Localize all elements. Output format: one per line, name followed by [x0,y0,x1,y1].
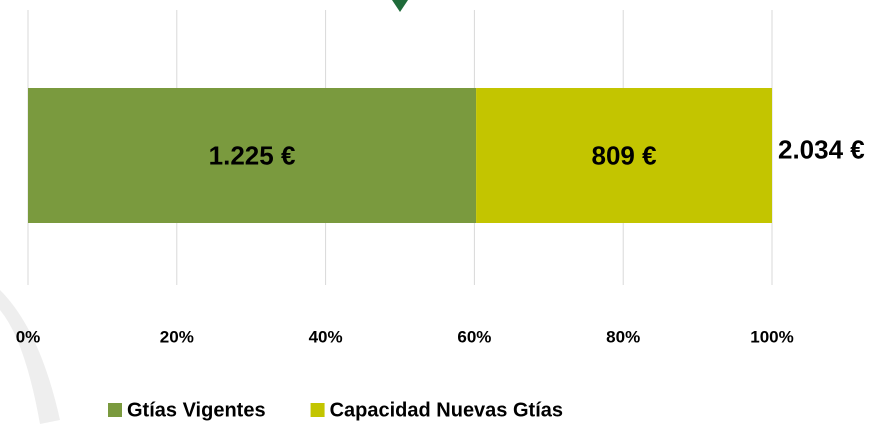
decoration [0,290,60,424]
x-tick-label: 100% [750,327,793,346]
x-tick-label: 20% [160,327,194,346]
total-label: 2.034 € [778,134,865,164]
legend-swatch [310,403,325,417]
decoration [392,0,408,12]
x-tick-label: 40% [309,327,343,346]
data-label: 1.225 € [209,140,296,170]
x-tick-label: 60% [457,327,491,346]
bar-segment [476,88,772,223]
bar-segment [28,88,477,223]
x-tick-label: 0% [16,327,41,346]
legend-swatch [108,403,122,417]
legend-label: Gtías Vigentes [127,399,266,421]
data-label: 809 € [592,140,657,170]
x-tick-label: 80% [606,327,640,346]
legend-label: Capacidad Nuevas Gtías [330,399,563,421]
